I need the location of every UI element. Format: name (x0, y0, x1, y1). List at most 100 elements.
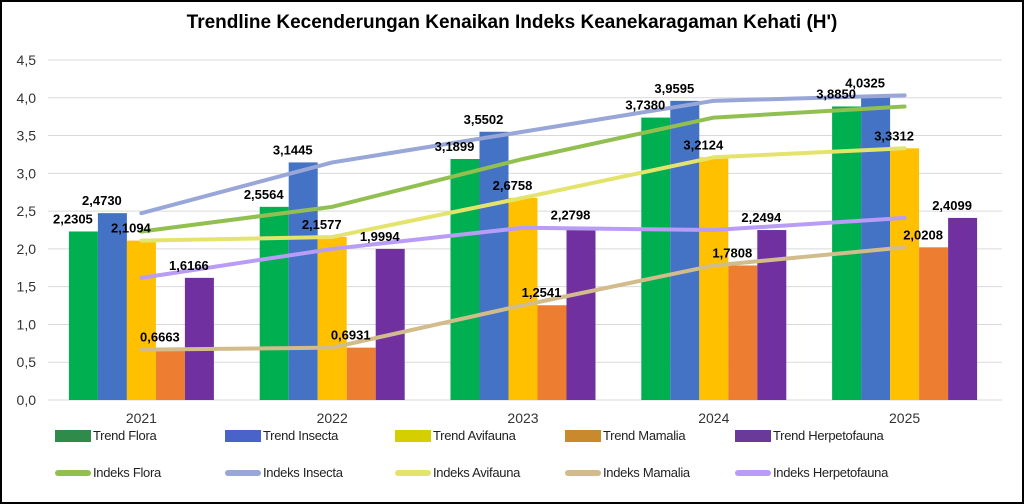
line-indeks-insecta (139, 93, 907, 216)
data-label: 2,4730 (82, 193, 122, 208)
legend-label: Indeks Insecta (263, 465, 343, 480)
y-tick-label: 1,5 (17, 279, 37, 295)
data-label: 2,4099 (932, 198, 972, 213)
line-indeks-avifauna (139, 146, 907, 243)
legend-label: Trend Flora (93, 428, 157, 443)
data-label: 2,5564 (244, 187, 285, 202)
data-label: 1,6166 (169, 258, 209, 273)
legend-label: Trend Mamalia (603, 428, 686, 443)
data-label: 2,1577 (302, 217, 342, 232)
data-label: 4,0325 (845, 75, 885, 90)
bar-trend-herpetofauna (184, 277, 214, 400)
bar-trend-avifauna (317, 236, 347, 400)
chart-title: Trendline Kecenderungan Kenaikan Indeks … (186, 12, 838, 33)
legend-swatch (225, 469, 261, 476)
legend-item: Indeks Herpetofauna (735, 465, 888, 480)
bar-trend-mamalia (155, 349, 185, 400)
legend-label: Indeks Herpetofauna (773, 465, 888, 480)
bar-trend-insecta (670, 100, 700, 401)
data-label: 3,9595 (654, 81, 694, 96)
legend-label: Indeks Avifauna (433, 465, 521, 480)
x-tick-label: 2025 (889, 410, 920, 426)
bar-trend-herpetofauna (757, 230, 787, 400)
data-label: 3,2124 (683, 137, 724, 152)
data-label: 2,6758 (493, 178, 533, 193)
data-label: 3,1445 (273, 142, 313, 157)
bar-trend-flora (641, 117, 671, 400)
legend-item: Trend Flora (55, 428, 157, 443)
bar-trend-flora (68, 231, 98, 400)
y-tick-label: 2,5 (17, 203, 37, 219)
bar-trend-flora (450, 158, 480, 400)
legend-item: Trend Insecta (225, 428, 338, 443)
legend-item: Indeks Avifauna (395, 465, 520, 480)
y-tick-label: 3,5 (17, 128, 37, 144)
data-label: 2,2305 (53, 211, 93, 226)
bar-trend-avifauna (890, 148, 920, 400)
y-tick-label: 4,5 (17, 52, 37, 68)
x-tick-label: 2021 (126, 410, 157, 426)
data-label: 2,1094 (111, 221, 152, 236)
bar-trend-herpetofauna (566, 227, 596, 400)
y-tick-label: 0,0 (17, 392, 37, 408)
legend-item: Indeks Insecta (225, 465, 343, 480)
bar-trend-avifauna (508, 197, 538, 400)
data-label: 2,2494 (741, 210, 782, 225)
legend-swatch (55, 429, 91, 442)
legend-swatch (395, 469, 431, 476)
bar-trend-mamalia (537, 305, 567, 400)
legend-swatch (565, 429, 601, 442)
data-label: 1,9994 (360, 229, 401, 244)
legend-label: Trend Herpetofauna (773, 428, 884, 443)
data-label: 2,2798 (551, 208, 591, 223)
legend-label: Trend Insecta (263, 428, 339, 443)
line-indeks-flora (139, 104, 907, 234)
legend-swatch (395, 429, 431, 442)
legend-swatch (55, 469, 91, 476)
y-tick-label: 0,5 (17, 354, 37, 370)
legend-item: Indeks Mamalia (565, 465, 690, 480)
bar-trend-mamalia (919, 247, 949, 400)
data-label: 0,6663 (140, 330, 180, 345)
legend-swatch (225, 429, 261, 442)
data-label: 3,5502 (464, 112, 504, 127)
x-tick-label: 2023 (507, 410, 538, 426)
bar-trend-avifauna (126, 240, 156, 400)
data-label: 3,3312 (874, 128, 914, 143)
bar-trend-mamalia (728, 265, 758, 400)
bar-trend-insecta (288, 162, 318, 400)
bar-trend-mamalia (346, 347, 376, 400)
legend-label: Indeks Mamalia (603, 465, 690, 480)
data-label: 3,1899 (435, 139, 475, 154)
y-tick-label: 2,0 (17, 241, 37, 257)
bar-trend-flora (259, 206, 289, 400)
line-indeks-mamalia (139, 245, 907, 352)
bar-trend-herpetofauna (375, 248, 405, 400)
y-tick-label: 1,0 (17, 316, 37, 332)
legend-item: Indeks Flora (55, 465, 161, 480)
legend-swatch (735, 429, 771, 442)
data-label: 0,6931 (331, 328, 371, 343)
bar-trend-insecta (97, 213, 127, 400)
x-tick-label: 2024 (698, 410, 729, 426)
legend-item: Trend Avifauna (395, 428, 516, 443)
legend-swatch (735, 469, 771, 476)
bar-trend-herpetofauna (948, 217, 978, 400)
legend-swatch (565, 469, 601, 476)
legend-item: Trend Herpetofauna (735, 428, 884, 443)
bar-trend-avifauna (699, 157, 729, 400)
data-label: 1,2541 (522, 285, 562, 300)
data-label: 3,7380 (625, 98, 665, 113)
bar-trend-insecta (479, 131, 509, 400)
y-tick-label: 3,0 (17, 165, 37, 181)
legend-label: Trend Avifauna (433, 428, 516, 443)
data-label: 3,8850 (816, 86, 856, 101)
legend-label: Indeks Flora (93, 465, 161, 480)
x-tick-label: 2022 (317, 410, 348, 426)
y-tick-label: 4,0 (17, 90, 37, 106)
line-indeks-herpetofauna (139, 215, 907, 280)
data-label: 2,0208 (903, 227, 943, 242)
data-label: 1,7808 (712, 245, 752, 260)
